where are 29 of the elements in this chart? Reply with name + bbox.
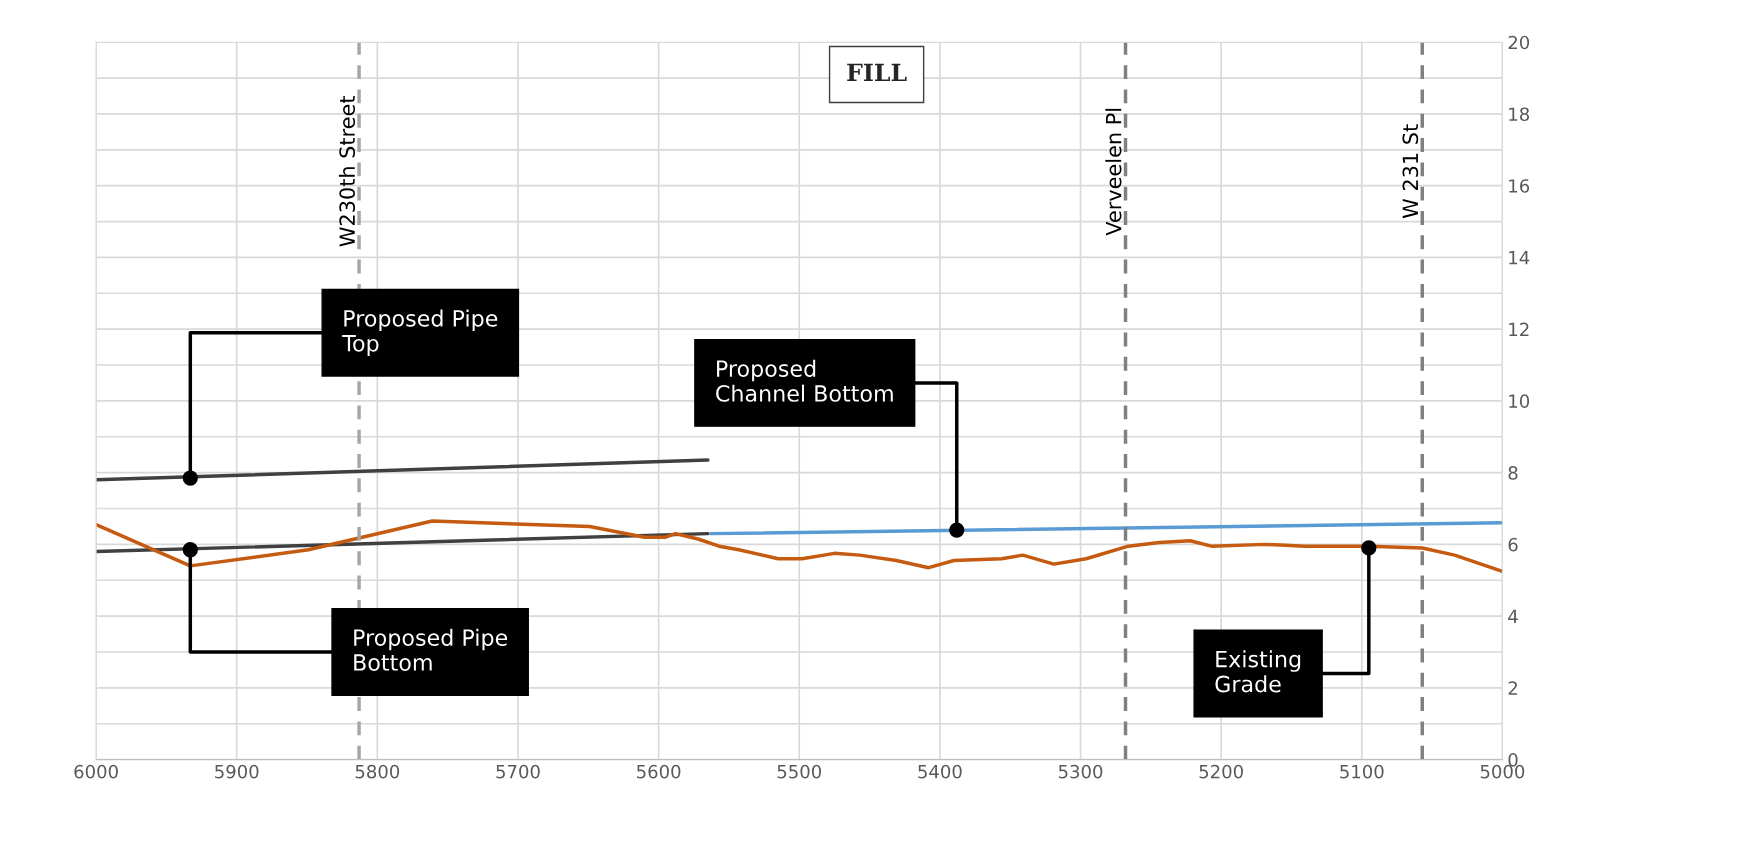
x-tick-label: 5700 [496, 764, 540, 779]
annotation: Proposed Pipe Bottom [354, 628, 508, 671]
y-tick-label: 16 [1509, 179, 1530, 193]
ref-line-label: W 231 St [1402, 124, 1419, 219]
x-tick-label: 5100 [1340, 764, 1384, 779]
annotation: Proposed Channel Bottom [716, 359, 893, 402]
y-tick-label: 14 [1509, 251, 1530, 265]
ref-line-label: Verveelen Pl [1105, 108, 1122, 236]
line-series [96, 519, 1503, 574]
ref-line-label: W230th Street [338, 96, 356, 247]
y-tick-label: 12 [1509, 322, 1529, 337]
x-tick-label: 6000 [74, 764, 118, 779]
y-tick-label: 8 [1508, 466, 1518, 480]
annotation: FILL [847, 63, 907, 81]
y-tick-label: 2 [1508, 681, 1517, 695]
y-tick-label: 6 [1508, 537, 1518, 552]
x-tick-label: 5900 [215, 764, 259, 779]
y-tick-label: 20 [1508, 35, 1530, 50]
y-tick-label: 4 [1508, 609, 1518, 623]
x-tick-label: 5800 [355, 764, 400, 779]
x-tick-label: 5600 [637, 764, 681, 779]
x-tick-label: 5200 [1199, 764, 1243, 779]
y-tick-label: 18 [1509, 107, 1530, 122]
x-tick-label: 5300 [1058, 764, 1103, 779]
y-tick-label: 10 [1509, 394, 1530, 409]
annotation: Proposed Pipe Top [342, 309, 498, 356]
x-tick-label: 5500 [777, 764, 822, 779]
annotation: Existing Grade [1215, 650, 1301, 693]
x-tick-label: 5400 [918, 764, 962, 779]
